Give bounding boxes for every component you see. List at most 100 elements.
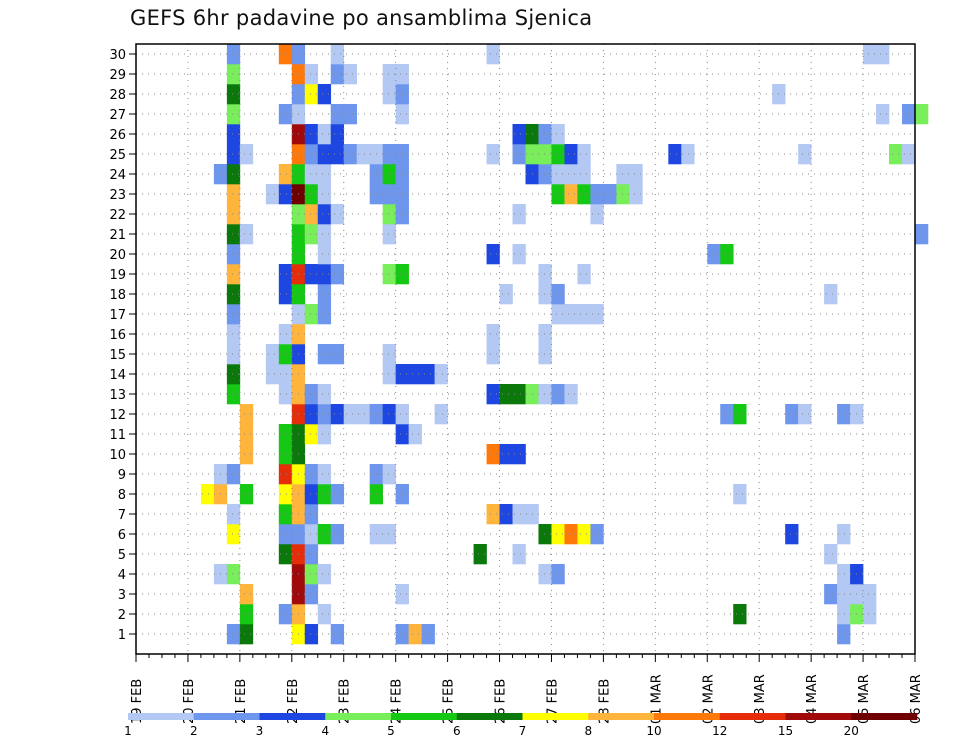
heatmap-cell bbox=[382, 184, 396, 205]
heatmap-cell bbox=[551, 384, 565, 405]
heatmap-cell bbox=[304, 64, 319, 85]
heatmap-cell bbox=[239, 404, 254, 425]
x-tick-label: 21 FEB bbox=[234, 679, 249, 724]
heatmap-cell bbox=[278, 364, 293, 385]
heatmap-cell bbox=[486, 384, 500, 405]
heatmap-cell bbox=[330, 124, 345, 145]
heatmap-cell bbox=[304, 424, 319, 445]
heatmap-cell bbox=[278, 44, 293, 65]
heatmap-cell bbox=[317, 244, 332, 265]
heatmap-cell bbox=[226, 64, 241, 85]
heatmap-cell bbox=[785, 404, 799, 425]
heatmap-cell bbox=[265, 364, 280, 385]
heatmap-cell bbox=[304, 384, 319, 405]
heatmap-cell bbox=[824, 584, 838, 605]
x-tick-label: 27 FEB bbox=[546, 679, 561, 724]
heatmap-cell bbox=[330, 344, 345, 365]
heatmap-cell bbox=[434, 404, 448, 425]
heatmap-cell bbox=[590, 184, 604, 205]
heatmap-cell bbox=[564, 524, 578, 545]
heatmap-cell bbox=[538, 264, 552, 285]
heatmap-cell bbox=[538, 564, 552, 585]
y-tick-label: 3 bbox=[118, 588, 126, 603]
heatmap-cell bbox=[798, 404, 812, 425]
heatmap-cell bbox=[304, 504, 319, 525]
heatmap-cell bbox=[681, 144, 695, 165]
heatmap-cell bbox=[239, 424, 254, 445]
heatmap-cell bbox=[421, 624, 435, 645]
heatmap-cell bbox=[304, 404, 319, 425]
heatmap-cell bbox=[265, 344, 280, 365]
heatmap-cell bbox=[382, 524, 396, 545]
heatmap-cell bbox=[473, 544, 487, 565]
heatmap-cell bbox=[226, 84, 241, 105]
heatmap-cell bbox=[226, 164, 241, 185]
heatmap-cell bbox=[239, 624, 254, 645]
y-tick-label: 7 bbox=[118, 508, 126, 523]
y-tick-label: 28 bbox=[109, 88, 126, 103]
heatmap-cell bbox=[902, 104, 916, 125]
heatmap-cell bbox=[278, 324, 293, 345]
heatmap-cell bbox=[330, 104, 345, 125]
heatmap-cell bbox=[720, 244, 734, 265]
heatmap-cell bbox=[863, 584, 877, 605]
heatmap-cell bbox=[512, 124, 526, 145]
heatmap-cell bbox=[486, 444, 500, 465]
heatmap-cell bbox=[395, 204, 409, 225]
heatmap-cell bbox=[330, 64, 345, 85]
y-tick-label: 25 bbox=[109, 148, 126, 163]
heatmap-cell bbox=[538, 144, 552, 165]
legend-label: 10 bbox=[646, 724, 661, 738]
heatmap-cell bbox=[707, 244, 721, 265]
heatmap-cell bbox=[278, 164, 293, 185]
heatmap-cell bbox=[226, 184, 241, 205]
heatmap-cell bbox=[564, 164, 578, 185]
heatmap-cell bbox=[304, 204, 319, 225]
legend-label: 8 bbox=[584, 724, 592, 738]
heatmap-cell bbox=[330, 484, 345, 505]
heatmap-cell bbox=[226, 144, 241, 165]
heatmap-cell bbox=[395, 184, 409, 205]
heatmap-cell bbox=[317, 404, 332, 425]
heatmap-cell bbox=[239, 144, 254, 165]
y-tick-label: 2 bbox=[118, 608, 126, 623]
heatmap-cell bbox=[226, 364, 241, 385]
heatmap-cell bbox=[278, 524, 293, 545]
heatmap-cell bbox=[226, 104, 241, 125]
heatmap-cell bbox=[512, 444, 526, 465]
heatmap-cell bbox=[226, 264, 241, 285]
heatmap-cell bbox=[733, 404, 747, 425]
heatmap-cell bbox=[551, 184, 565, 205]
legend-label: 3 bbox=[256, 724, 264, 738]
x-tick-label: 05 MAR bbox=[857, 674, 872, 724]
heatmap-cell bbox=[278, 384, 293, 405]
heatmap-cell bbox=[408, 424, 422, 445]
heatmap-cell bbox=[343, 144, 358, 165]
y-tick-label: 14 bbox=[109, 368, 126, 383]
heatmap-cell bbox=[317, 144, 332, 165]
heatmap-cell bbox=[317, 484, 332, 505]
heatmap-cell bbox=[304, 564, 319, 585]
heatmap-cell bbox=[499, 284, 513, 305]
heatmap-cell bbox=[382, 164, 396, 185]
heatmap-cell bbox=[382, 64, 396, 85]
heatmap-cell bbox=[577, 264, 591, 285]
heatmap-cell bbox=[538, 164, 552, 185]
heatmap-cell bbox=[382, 204, 396, 225]
y-tick-label: 1 bbox=[118, 628, 126, 643]
y-tick-label: 15 bbox=[109, 348, 126, 363]
heatmap-cell bbox=[239, 604, 254, 625]
heatmap-cell bbox=[317, 424, 332, 445]
heatmap-cell bbox=[577, 144, 591, 165]
y-tick-label: 12 bbox=[109, 408, 126, 423]
x-tick-label: 28 FEB bbox=[597, 679, 612, 724]
heatmap-cell bbox=[278, 424, 293, 445]
heatmap-cell bbox=[317, 604, 332, 625]
heatmap-cell bbox=[382, 84, 396, 105]
heatmap-cell bbox=[304, 524, 319, 545]
heatmap-cell bbox=[317, 304, 332, 325]
heatmap-cell bbox=[278, 344, 293, 365]
heatmap-cell bbox=[551, 524, 565, 545]
heatmap-cell bbox=[395, 64, 409, 85]
